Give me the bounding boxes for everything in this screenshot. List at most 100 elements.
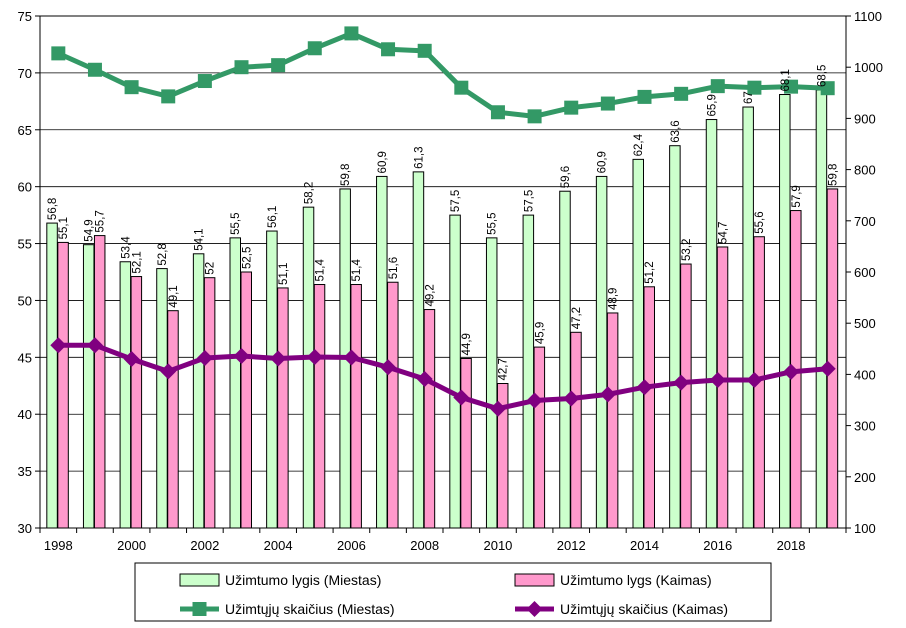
y-left-tick-label: 60 bbox=[18, 180, 32, 195]
data-label-miestas: 55,5 bbox=[230, 212, 242, 234]
point-miestas bbox=[417, 43, 432, 58]
y-right-tick-label: 200 bbox=[854, 470, 876, 485]
x-tick-label: 2002 bbox=[190, 538, 219, 553]
point-kaimas bbox=[380, 359, 397, 376]
bar-miestas bbox=[705, 119, 718, 529]
x-tick-label: 2016 bbox=[703, 538, 732, 553]
data-label-kaimas: 47,2 bbox=[571, 307, 583, 329]
data-label-miestas: 53,4 bbox=[120, 236, 132, 259]
y-right-tick-label: 800 bbox=[854, 163, 876, 178]
point-miestas bbox=[161, 89, 176, 104]
x-tick-label: 2008 bbox=[410, 538, 439, 553]
data-label-miestas: 54,9 bbox=[84, 219, 96, 241]
y-right-tick-label: 1000 bbox=[854, 60, 883, 75]
bar-kaimas bbox=[277, 287, 289, 529]
point-miestas bbox=[820, 81, 835, 96]
legend-swatch bbox=[179, 573, 220, 587]
data-label-kaimas: 52,1 bbox=[131, 251, 143, 273]
data-label-kaimas: 59,8 bbox=[827, 164, 839, 186]
data-label-miestas: 56,1 bbox=[267, 206, 279, 228]
data-label-kaimas: 52 bbox=[205, 262, 217, 275]
legend-swatch bbox=[514, 573, 555, 587]
data-label-kaimas: 51,1 bbox=[278, 263, 290, 285]
legend-label: Užimtumo lygs (Kaimas) bbox=[560, 572, 712, 588]
data-label-kaimas: 49,1 bbox=[168, 285, 180, 307]
data-label-miestas: 68,5 bbox=[816, 65, 828, 87]
y-left-tick-label: 50 bbox=[18, 293, 32, 308]
bar-kaimas bbox=[826, 188, 839, 529]
data-label-miestas: 62,4 bbox=[633, 133, 645, 156]
y-left-tick-label: 30 bbox=[18, 521, 32, 536]
bar-kaimas bbox=[643, 286, 655, 529]
data-label-kaimas: 42,7 bbox=[498, 358, 510, 380]
y-right-tick-label: 400 bbox=[854, 367, 876, 382]
bar-kaimas bbox=[203, 277, 216, 529]
bar-kaimas bbox=[570, 331, 582, 529]
data-label-kaimas: 51,4 bbox=[315, 259, 327, 282]
line-miestas bbox=[57, 30, 828, 119]
data-label-kaimas: 51,4 bbox=[351, 259, 363, 282]
legend-marker bbox=[192, 602, 207, 616]
point-kaimas bbox=[453, 389, 470, 406]
point-kaimas bbox=[783, 363, 800, 380]
point-kaimas bbox=[599, 386, 616, 403]
bar-kaimas bbox=[680, 263, 692, 529]
legend-marker bbox=[526, 601, 543, 617]
point-kaimas bbox=[819, 360, 836, 377]
point-miestas bbox=[600, 96, 615, 111]
data-label-miestas: 55,5 bbox=[487, 212, 499, 234]
bar-miestas bbox=[559, 190, 571, 529]
bar-kaimas bbox=[606, 312, 619, 529]
point-miestas bbox=[747, 80, 762, 95]
point-kaimas bbox=[306, 348, 323, 365]
point-kaimas bbox=[343, 349, 360, 366]
point-kaimas bbox=[673, 374, 690, 391]
point-miestas bbox=[124, 80, 139, 95]
data-label-miestas: 52,8 bbox=[157, 243, 169, 265]
data-label-miestas: 65,9 bbox=[707, 94, 719, 116]
point-kaimas bbox=[746, 372, 763, 389]
y-right-tick-label: 500 bbox=[854, 316, 876, 331]
data-label-kaimas: 57,9 bbox=[791, 185, 803, 207]
y-left-tick-label: 35 bbox=[18, 464, 32, 479]
x-tick-label: 2006 bbox=[337, 538, 366, 553]
point-miestas bbox=[307, 41, 322, 56]
bar-miestas bbox=[522, 214, 535, 529]
point-miestas bbox=[344, 26, 359, 41]
bar-kaimas bbox=[423, 309, 436, 529]
data-label-kaimas: 44,9 bbox=[461, 333, 473, 355]
data-label-kaimas: 49,2 bbox=[424, 284, 436, 306]
y-left-tick-label: 55 bbox=[18, 237, 32, 252]
x-tick-label: 2018 bbox=[777, 538, 806, 553]
point-miestas bbox=[197, 74, 212, 89]
data-label-miestas: 57,5 bbox=[523, 190, 535, 212]
bar-miestas bbox=[302, 206, 315, 529]
y-left-tick-label: 70 bbox=[18, 66, 32, 81]
data-label-miestas: 68,1 bbox=[780, 69, 792, 91]
bar-miestas bbox=[229, 237, 241, 529]
point-miestas bbox=[234, 60, 249, 75]
data-label-kaimas: 53,2 bbox=[681, 239, 693, 261]
point-kaimas bbox=[196, 350, 213, 367]
data-label-miestas: 60,9 bbox=[377, 151, 389, 173]
bar-miestas bbox=[595, 175, 608, 529]
point-miestas bbox=[490, 105, 505, 120]
y-left-tick-label: 40 bbox=[18, 407, 32, 422]
point-kaimas bbox=[709, 372, 726, 389]
bars bbox=[46, 89, 839, 529]
data-label-miestas: 60,9 bbox=[597, 151, 609, 173]
bar-kaimas bbox=[460, 357, 472, 529]
data-label-miestas: 61,3 bbox=[413, 146, 425, 168]
point-kaimas bbox=[160, 363, 177, 380]
y-left-tick-label: 45 bbox=[18, 350, 32, 365]
bar-miestas bbox=[82, 244, 95, 529]
bar-miestas bbox=[632, 158, 644, 529]
point-miestas bbox=[784, 79, 799, 94]
point-miestas bbox=[87, 62, 102, 77]
y-left-tick-label: 65 bbox=[18, 123, 32, 138]
legend: Užimtumo lygis (Miestas) Užimtumo lygs (K… bbox=[134, 562, 772, 622]
legend-label: Užimtųjų skaičius (Kaimas) bbox=[560, 601, 728, 617]
y-left-tick-label: 75 bbox=[18, 9, 32, 24]
data-label-kaimas: 51,2 bbox=[644, 261, 656, 283]
